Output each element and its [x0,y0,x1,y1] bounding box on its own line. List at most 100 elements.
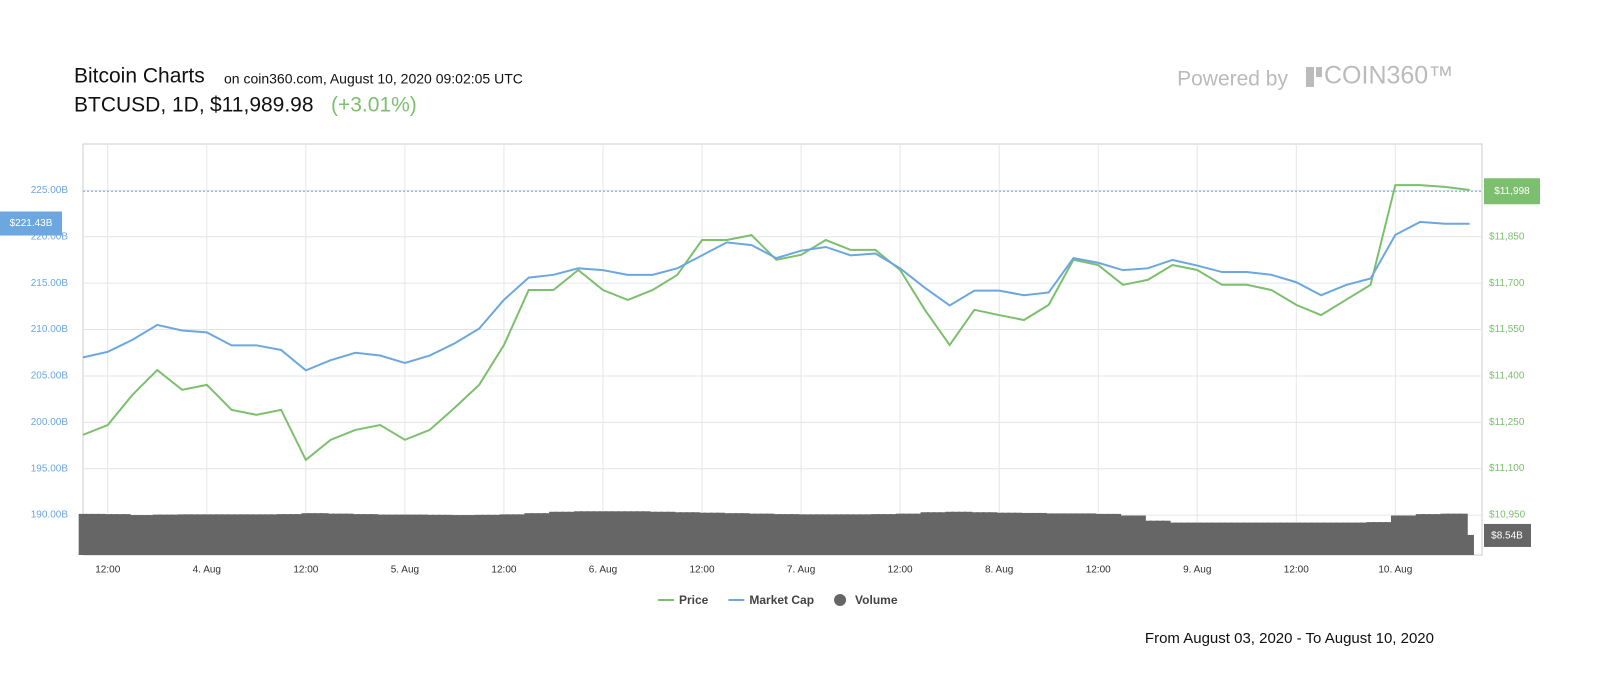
volume-bar-fill [660,511,670,555]
volume-bar-fill [976,512,985,555]
volume-bar-fill [394,514,404,555]
change: (+3.01%) [331,94,417,117]
plot-frame [82,143,1483,556]
volume-bar-fill [258,514,267,555]
volume-bar-fill [431,514,441,555]
volume-bar-fill [1372,522,1382,555]
volume-bar-fill [1446,513,1456,555]
volume-bar-fill [1360,522,1369,555]
volume-bar-fill [778,514,787,555]
volume-bar-fill [883,514,893,555]
volume-bar-fill [809,514,818,555]
volume-bar [598,511,608,555]
volume-bar-fill [505,514,515,555]
x-tick-label: 10. Aug [1378,565,1412,576]
volume-bar [301,513,311,555]
volume-bar [1069,513,1078,555]
volume-bar-fill [320,513,329,555]
volume-bar-fill [388,514,397,555]
volume-bar-fill [437,514,447,555]
volume-bar-fill [1062,513,1072,555]
volume-bar-fill [511,514,521,555]
x-tick-label: 12:00 [690,565,715,576]
volume-bar [672,512,682,555]
volume-bar-fill [536,513,546,555]
volume-bar-fill [1124,515,1134,555]
volume-box [1484,523,1531,547]
volume-bar-fill [1007,512,1016,555]
volume-bar-fill [815,514,824,555]
volume-bar-fill [1180,522,1190,555]
x-tick-label: 12:00 [293,565,318,576]
volume-bar-fill [468,515,478,555]
volume-bar-fill [901,513,911,555]
volume-bar-fill [462,515,472,555]
volume-bar-fill [1254,522,1264,555]
volume-label: $8.54B [1491,531,1523,542]
volume-bar-fill [1428,514,1437,555]
volume-bar-fill [561,511,571,555]
volume-bar-fill [611,511,620,555]
volume-bar [1143,520,1153,555]
volume-bar-fill [233,514,243,555]
volume-bar [1440,513,1450,555]
volume-bar [1093,513,1103,555]
volume-bar-fill [1353,522,1363,555]
current-cap-box [0,211,62,236]
volume-bar-fill [1112,513,1122,555]
volume-bar [1242,522,1252,555]
y-tick-label: 195.00B [31,463,69,474]
volume-bar [1366,522,1375,555]
volume-bar-fill [784,514,794,555]
volume-bar-fill [951,511,961,555]
volume-bar-fill [654,511,664,555]
volume-bar-fill [1131,515,1140,555]
volume-bar-fill [412,514,422,555]
x-tick-label: 8. Aug [985,565,1013,576]
volume-bar [1465,534,1474,555]
volume-bar-fill [734,513,744,555]
volume-bar-fill [1025,512,1035,555]
volume-bar-fill [1056,513,1066,555]
volume-bar [697,512,707,555]
title: Bitcoin Charts [74,65,205,88]
volume-bar-fill [1452,513,1462,555]
volume-bar [871,514,880,555]
logo-icon [1306,67,1322,87]
volume-bar-fill [487,514,496,555]
volume-bar [747,513,756,555]
volume-bar-fill [635,511,645,555]
volume-bar [202,514,212,555]
volume-bar-fill [295,514,304,555]
volume-bar-fill [592,511,602,555]
volume-bar-fill [1013,512,1023,555]
volume-bar [474,514,484,555]
volume-bar [1415,514,1425,555]
volume-bar-fill [914,513,924,555]
volume-bar [1118,515,1128,555]
volume-bar-fill [586,511,595,555]
volume-bar-fill [1434,514,1444,555]
volume-bar [1267,522,1276,555]
volume-bar-fill [1421,514,1431,555]
volume-bar-fill [889,514,899,555]
volume-bar [771,514,781,555]
volume-bar [945,511,954,555]
x-tick-label: 7. Aug [787,565,815,576]
volume-bar-fill [1155,520,1165,555]
volume-bar-fill [691,512,701,555]
volume-bar-fill [629,511,639,555]
volume-bar-fill [604,511,614,555]
volume-bar [375,514,385,555]
volume-bar-fill [381,514,391,555]
y2-tick-label: $11,250 [1489,417,1525,428]
volume-bar-fill [1329,522,1338,555]
volume-bar [920,512,930,555]
volume-bar-fill [858,514,868,555]
legend-label: Volume [855,593,898,607]
volume-bar-fill [1310,522,1320,555]
volume-bar-fill [171,514,181,555]
volume-bar [1391,515,1400,555]
volume-bar-fill [134,515,144,555]
